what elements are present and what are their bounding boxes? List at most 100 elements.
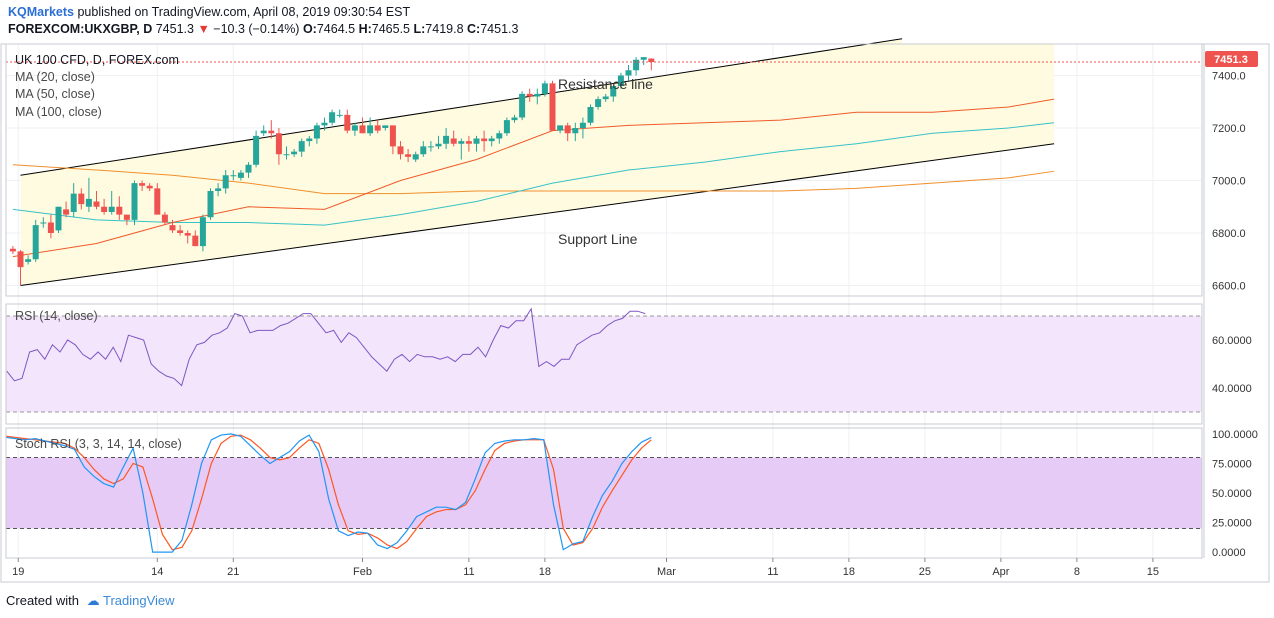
candle-42	[329, 109, 336, 126]
stoch-k-line	[5, 433, 652, 553]
candle-body-22	[177, 230, 184, 233]
candle-62	[481, 130, 488, 152]
x-tick-7: 11	[767, 566, 778, 578]
candle-body-21	[169, 225, 176, 231]
low-label: L:	[413, 22, 426, 36]
candle-body-4	[40, 222, 47, 224]
candle-43	[336, 109, 343, 118]
candle-83	[640, 57, 647, 65]
candle-8	[70, 183, 77, 218]
candle-9	[78, 188, 85, 210]
candle-body-41	[321, 122, 328, 126]
candle-50	[389, 125, 396, 155]
symbol-header: FOREXCOM:UKXGBP, D 7451.3 ▼ −10.3 (−0.14…	[8, 22, 518, 36]
candle-body-33	[260, 130, 267, 134]
candle-body-30	[237, 172, 244, 178]
x-tick-1: 14	[151, 566, 163, 578]
rsi-label[interactable]: RSI (14, close)	[15, 309, 98, 323]
candle-body-52	[405, 154, 412, 157]
candle-75	[579, 117, 586, 139]
publish-header: KQMarkets published on TradingView.com, …	[8, 5, 410, 19]
footer: Created with ☁ TradingView	[6, 593, 175, 609]
candle-22	[177, 225, 184, 236]
candles	[9, 57, 655, 286]
created-with: Created with	[6, 593, 79, 608]
publisher-brand[interactable]: KQMarkets	[8, 5, 74, 19]
candle-48	[374, 120, 381, 134]
legend-ma20[interactable]: MA (20, close)	[15, 70, 95, 84]
candle-52	[405, 149, 412, 163]
candle-53	[412, 151, 419, 163]
candle-79	[610, 86, 617, 102]
legend-ma50[interactable]: MA (50, close)	[15, 87, 95, 101]
candle-58	[450, 130, 457, 147]
price-tick-4: 6600.0	[1212, 281, 1246, 293]
stoch-label[interactable]: Stoch RSI (3, 3, 14, 14, close)	[15, 437, 182, 451]
indicator-bands	[6, 315, 1202, 529]
candle-body-73	[564, 125, 571, 134]
candle-body-66	[511, 117, 518, 121]
candle-body-12	[101, 206, 108, 212]
candle-10	[85, 177, 92, 212]
candle-60	[465, 135, 472, 152]
candle-body-74	[572, 128, 579, 134]
candle-body-50	[389, 125, 396, 147]
candle-45	[351, 122, 358, 136]
candle-body-83	[640, 57, 647, 60]
candle-body-38	[298, 141, 305, 152]
candle-body-61	[473, 138, 480, 144]
candle-82	[633, 57, 640, 76]
outer-frame	[0, 43, 1270, 583]
candle-body-0	[9, 248, 16, 252]
candle-57	[443, 128, 450, 149]
candle-76	[587, 104, 594, 126]
tradingview-brand[interactable]: TradingView	[103, 593, 175, 608]
candle-body-42	[329, 112, 336, 123]
candle-31	[245, 162, 252, 178]
candle-body-16	[131, 183, 138, 220]
candle-71	[549, 80, 556, 131]
candle-body-82	[633, 59, 640, 71]
tradingview-logo-icon[interactable]: ☁	[86, 593, 100, 608]
candle-39	[306, 135, 313, 147]
candle-body-60	[465, 141, 472, 144]
candle-body-27	[215, 188, 222, 191]
x-tick-2: 21	[227, 566, 239, 578]
candle-body-56	[435, 143, 442, 147]
candle-body-1	[17, 251, 24, 268]
candle-69	[534, 88, 541, 105]
candle-body-45	[351, 125, 358, 131]
candle-73	[564, 122, 571, 142]
candle-body-75	[579, 122, 586, 128]
candle-body-63	[488, 138, 495, 142]
candle-body-36	[283, 154, 290, 156]
candle-body-20	[161, 214, 168, 223]
candle-12	[101, 198, 108, 215]
candle-32	[253, 130, 260, 168]
high-label: H:	[358, 22, 372, 36]
candle-body-53	[412, 154, 419, 160]
candle-body-49	[382, 125, 389, 128]
candle-body-40	[313, 125, 320, 139]
candle-body-7	[63, 209, 70, 215]
candle-40	[313, 122, 320, 144]
candle-body-15	[123, 214, 130, 220]
candle-65	[503, 117, 510, 136]
candle-68	[526, 88, 533, 102]
candle-0	[9, 246, 16, 254]
candle-body-5	[47, 222, 54, 233]
x-tick-3: Feb	[353, 566, 372, 578]
candle-2	[25, 255, 32, 265]
legend-ma100[interactable]: MA (100, close)	[15, 105, 102, 119]
close-label: C:	[467, 22, 481, 36]
candle-29	[230, 170, 237, 181]
resistance-line[interactable]	[20, 38, 903, 176]
candle-body-39	[306, 138, 313, 142]
candle-27	[215, 183, 222, 197]
x-tick-12: 15	[1147, 566, 1159, 578]
candle-36	[283, 146, 290, 160]
candle-7	[63, 201, 70, 218]
support-line[interactable]	[20, 143, 1055, 286]
candle-64	[496, 130, 503, 144]
